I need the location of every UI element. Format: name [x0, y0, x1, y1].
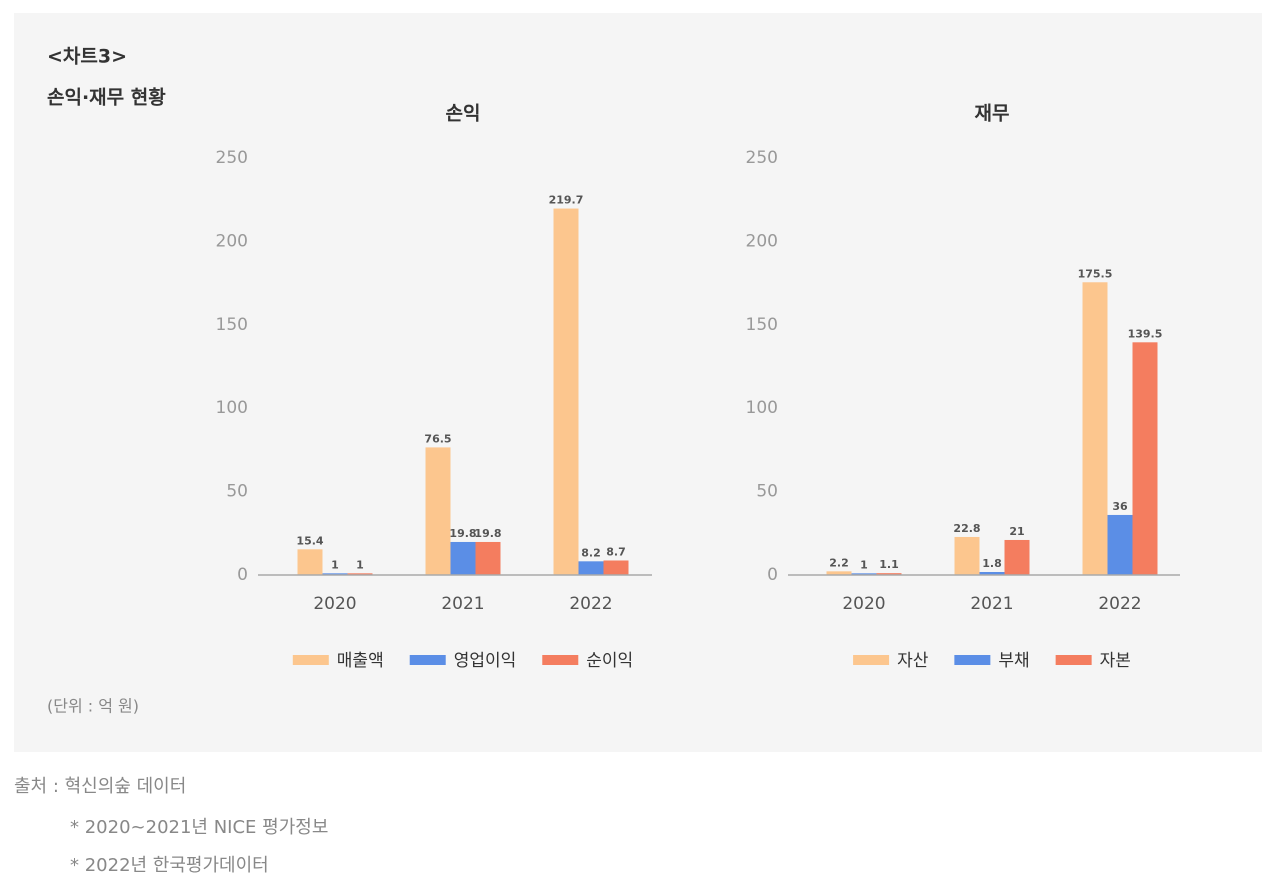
- source: 출처 : 혁신의숲 데이터: [14, 776, 186, 797]
- data-label: 1: [331, 558, 339, 571]
- data-label: 1.1: [879, 558, 899, 571]
- x-tick-label: 2022: [569, 594, 612, 614]
- bar: [1132, 342, 1158, 575]
- legend-label: 순이익: [586, 651, 633, 671]
- y-tick-label: 0: [237, 565, 248, 585]
- y-tick-label: 250: [216, 148, 248, 168]
- bar: [876, 573, 902, 575]
- unit-note: (단위 : 억 원): [47, 697, 139, 716]
- x-tick-label: 2021: [970, 594, 1013, 614]
- data-label: 76.5: [424, 432, 451, 445]
- bar: [1082, 282, 1108, 575]
- y-tick-label: 100: [216, 398, 248, 418]
- bar: [578, 561, 604, 575]
- source-note: * 2020~2021년 NICE 평가정보: [70, 817, 328, 838]
- data-label: 219.7: [549, 194, 584, 207]
- chart-label: <차트3>: [47, 46, 127, 68]
- data-label: 22.8: [953, 522, 980, 535]
- x-tick-label: 2020: [842, 594, 885, 614]
- bar: [322, 573, 348, 575]
- bar: [826, 571, 852, 575]
- bar: [347, 573, 373, 575]
- data-label: 2.2: [829, 556, 849, 569]
- legend-swatch: [954, 655, 991, 665]
- bar: [475, 541, 501, 575]
- bar: [450, 541, 476, 575]
- y-tick-label: 200: [216, 231, 248, 251]
- panel: [14, 13, 1262, 752]
- legend-swatch: [292, 655, 329, 665]
- chart-title: 손익: [446, 103, 481, 125]
- y-tick-label: 150: [216, 315, 248, 335]
- y-tick-label: 0: [767, 565, 778, 585]
- data-label: 19.8: [474, 527, 501, 540]
- bar: [297, 549, 323, 575]
- y-tick-label: 50: [226, 482, 248, 502]
- bar: [425, 447, 451, 575]
- y-tick-label: 200: [746, 231, 778, 251]
- legend-swatch: [409, 655, 446, 665]
- bar: [1004, 539, 1030, 575]
- data-label: 19.8: [449, 527, 476, 540]
- y-tick-label: 100: [746, 398, 778, 418]
- y-tick-label: 150: [746, 315, 778, 335]
- data-label: 36: [1112, 500, 1128, 513]
- bar: [979, 571, 1005, 575]
- data-label: 8.2: [581, 546, 601, 559]
- legend-label: 영업이익: [454, 651, 517, 671]
- x-tick-label: 2020: [313, 594, 356, 614]
- legend-label: 부채: [998, 651, 1029, 671]
- source-note: * 2022년 한국평가데이터: [70, 855, 269, 876]
- legend-swatch: [1055, 655, 1092, 665]
- x-tick-label: 2021: [441, 594, 484, 614]
- bar: [1107, 514, 1133, 575]
- legend-swatch: [542, 655, 579, 665]
- legend-swatch: [853, 655, 890, 665]
- data-label: 1: [356, 558, 364, 571]
- data-label: 139.5: [1128, 327, 1163, 340]
- y-tick-label: 250: [746, 148, 778, 168]
- data-label: 1: [860, 558, 868, 571]
- bar: [851, 573, 877, 575]
- data-label: 175.5: [1078, 267, 1113, 280]
- data-label: 21: [1009, 525, 1024, 538]
- data-label: 15.4: [296, 534, 323, 547]
- legend-label: 자본: [1100, 651, 1131, 671]
- y-tick-label: 50: [756, 482, 778, 502]
- legend-label: 자산: [897, 651, 929, 671]
- section-title: 손익·재무 현황: [47, 86, 166, 109]
- chart-title: 재무: [975, 103, 1010, 125]
- data-label: 1.8: [982, 557, 1002, 570]
- legend-label: 매출액: [337, 651, 384, 671]
- bar: [954, 536, 980, 575]
- x-tick-label: 2022: [1098, 594, 1141, 614]
- bar: [553, 208, 579, 575]
- bar: [603, 560, 629, 575]
- data-label: 8.7: [606, 545, 626, 558]
